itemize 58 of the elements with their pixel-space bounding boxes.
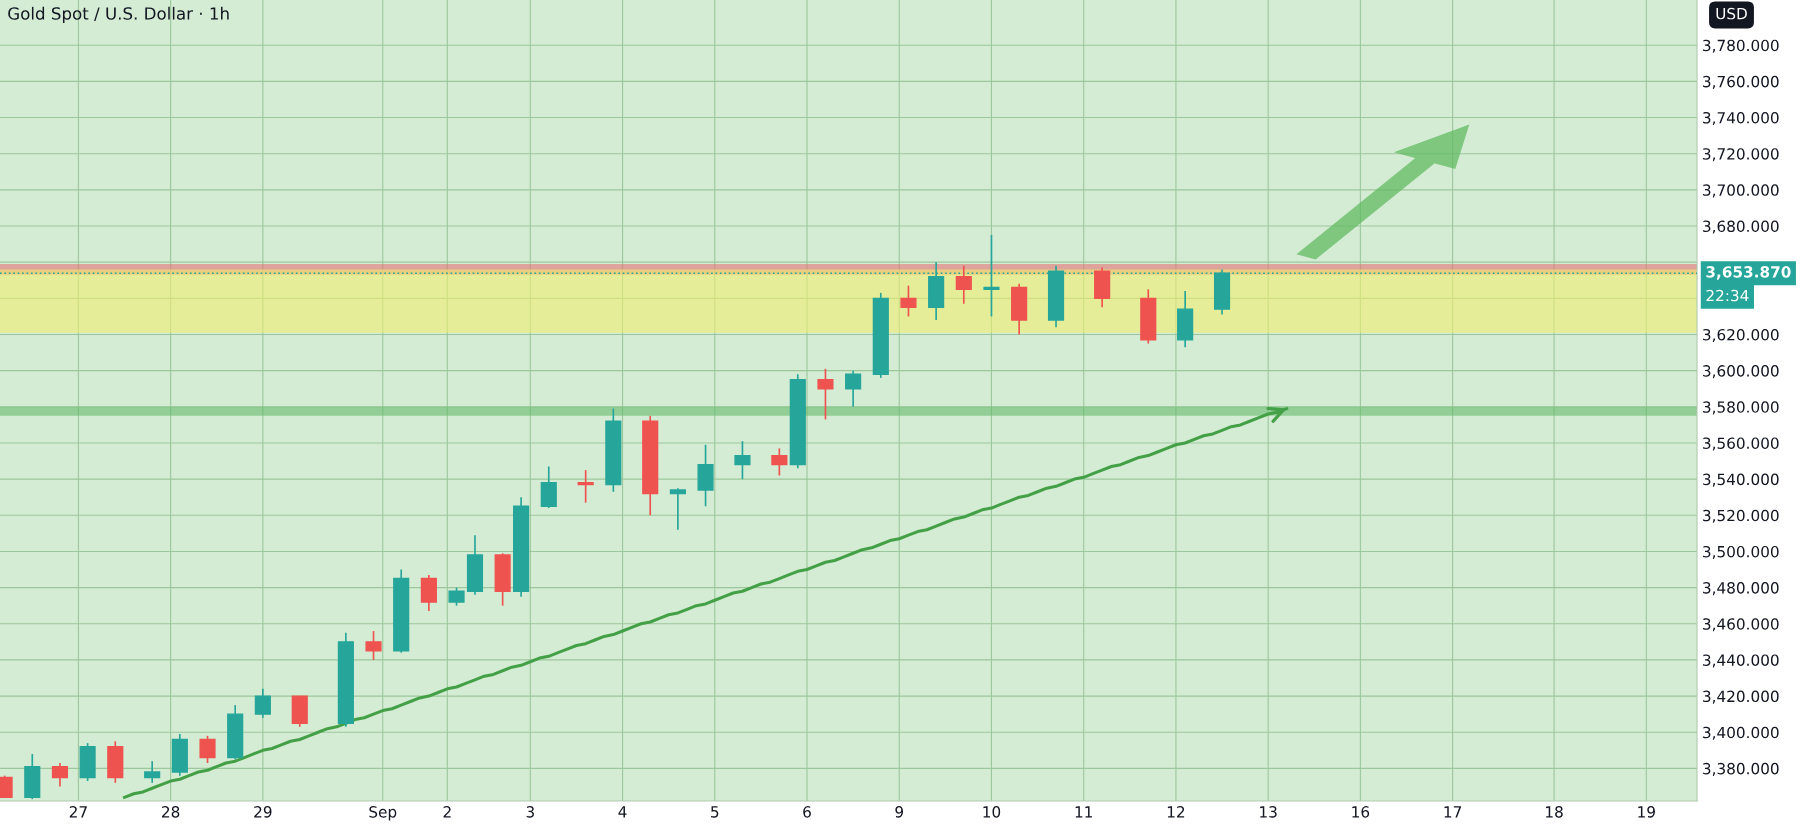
candlestick (845, 369, 862, 408)
x-tick-label: 16 (1352, 806, 1370, 818)
y-axis-title: USD (1716, 7, 1747, 20)
candlestick (577, 469, 594, 504)
candlestick (254, 688, 271, 719)
x-tick-label: 4 (618, 806, 627, 818)
candlestick (448, 586, 465, 607)
x-tick-label: 12 (1167, 806, 1185, 818)
y-tick-label: 3,780.000 (1703, 39, 1779, 53)
y-tick-label: 3,400.000 (1703, 726, 1779, 740)
y-tick-label: 3,500.000 (1703, 545, 1779, 560)
x-tick-label: 5 (711, 806, 719, 818)
x-tick-label: 19 (1638, 806, 1655, 818)
candlestick (420, 574, 437, 612)
y-tick-label: 3,440.000 (1703, 654, 1779, 668)
candlestick (817, 367, 834, 421)
text: 22:34 (1706, 289, 1749, 302)
y-tick-label: 3,460.000 (1703, 618, 1779, 632)
candlestick (540, 465, 557, 509)
x-tick-label: 11 (1075, 806, 1093, 818)
y-tick-label: 3,620.000 (1703, 328, 1779, 343)
x-tick-label: 2 (443, 806, 451, 818)
y-tick-label: 3,720.000 (1703, 148, 1779, 162)
y-tick-label: 3,600.000 (1703, 365, 1779, 379)
ref-line-label: 3,653.870 (1706, 266, 1791, 280)
y-tick-label: 3,680.000 (1703, 220, 1779, 234)
candlestick (955, 264, 972, 305)
x-tick-label: 6 (803, 806, 811, 818)
candlestick (771, 447, 788, 477)
y-tick-label: 3,540.000 (1703, 473, 1779, 487)
y-tick-label: 3,740.000 (1703, 111, 1779, 126)
chart-title: Gold Spot / U.S. Dollar · 1h (8, 6, 229, 24)
candlestick (51, 762, 69, 788)
x-tick-label: 29 (254, 806, 272, 818)
x-tick-label: 27 (69, 806, 87, 818)
candlestick (669, 487, 686, 531)
y-tick-label: 3,580.000 (1703, 401, 1779, 415)
x-tick-label: 18 (1546, 806, 1563, 818)
x-tick-label: 17 (1444, 806, 1462, 818)
x-tick-label: 28 (162, 806, 180, 818)
candlestick (199, 735, 216, 764)
candlestick (734, 440, 751, 480)
line-series (122, 407, 1289, 799)
y-tick-label: 3,560.000 (1703, 437, 1779, 451)
y-tick-label: 3,700.000 (1703, 184, 1779, 198)
y-tick-label: 3,480.000 (1703, 582, 1779, 596)
x-tick-label: 9 (895, 806, 904, 818)
y-tick-label: 3,520.000 (1703, 509, 1779, 523)
x-tick-label: 10 (983, 806, 1001, 818)
candlestick (144, 760, 161, 784)
x-tick-label: 13 (1260, 806, 1277, 818)
y-tick-label: 3,760.000 (1703, 75, 1779, 89)
y-tick-label: 3,380.000 (1703, 762, 1779, 776)
x-tick-label: 3 (526, 806, 534, 818)
candlestick (365, 630, 382, 661)
candlestick (900, 284, 917, 318)
y-tick-label: 3,420.000 (1703, 690, 1779, 704)
x-tick-label: Sep (369, 806, 397, 821)
